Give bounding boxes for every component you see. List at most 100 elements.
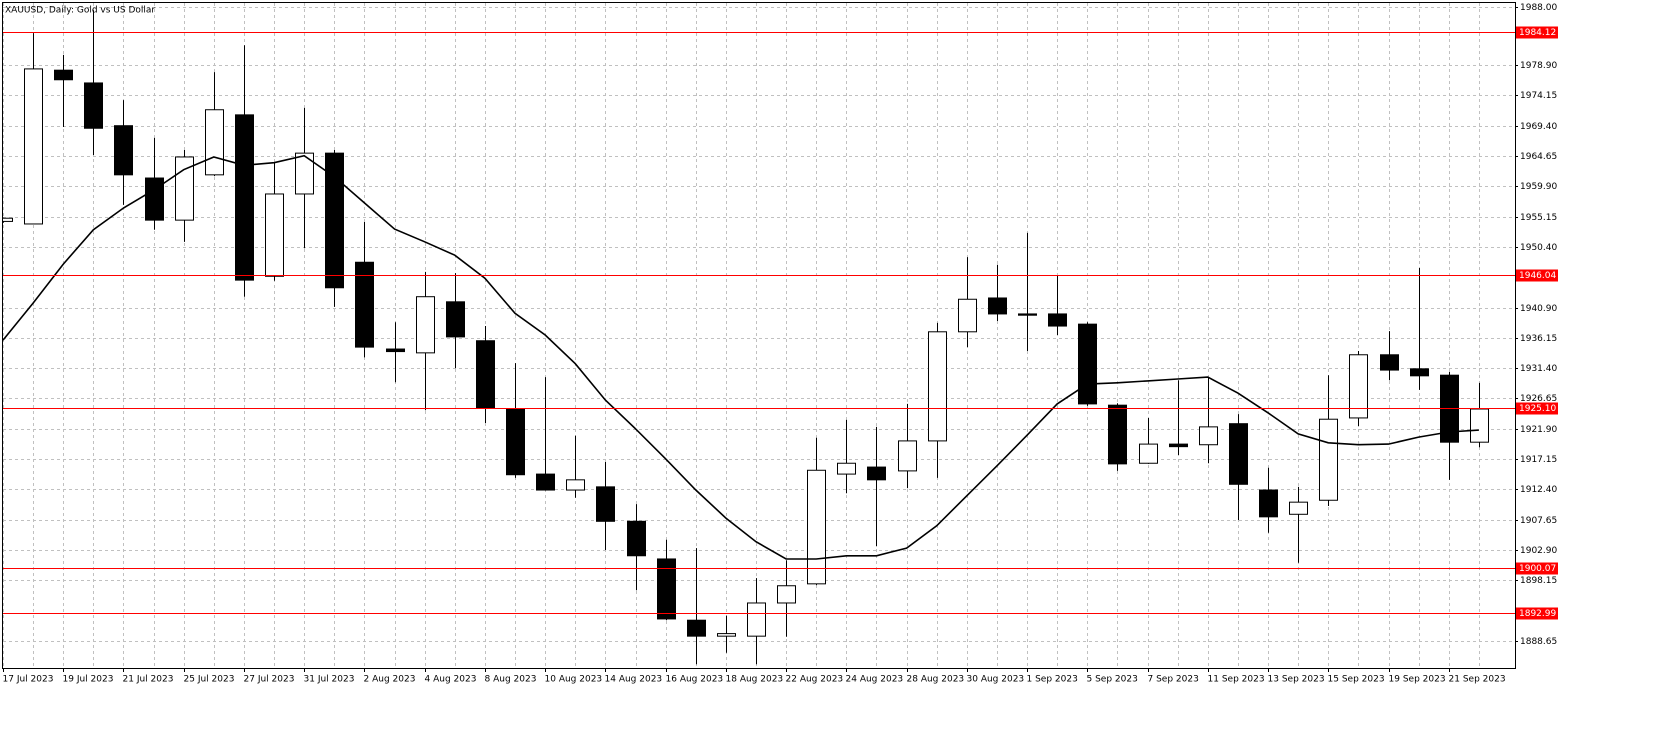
candle-body — [235, 114, 254, 281]
candle-body — [1078, 323, 1097, 405]
y-tick-label: 1959.90 — [1520, 182, 1557, 192]
level-label-box — [1516, 402, 1558, 415]
x-tick-label: 4 Aug 2023 — [425, 675, 477, 685]
x-tick-label: 16 Aug 2023 — [666, 675, 724, 685]
level-label: 1946.04 — [1519, 271, 1556, 281]
y-tick-label: 1936.15 — [1520, 334, 1557, 344]
level-label: 1892.99 — [1519, 609, 1556, 619]
candle-body — [1229, 423, 1248, 485]
y-tick-label: 1907.65 — [1520, 516, 1557, 526]
candle-body — [295, 152, 314, 195]
x-tick-label: 8 Aug 2023 — [485, 675, 537, 685]
x-tick-label: 7 Sep 2023 — [1148, 675, 1199, 685]
level-label-box — [1516, 269, 1558, 282]
candle-body — [807, 469, 826, 585]
candle-body — [747, 602, 766, 637]
y-tick-label: 1902.90 — [1520, 546, 1557, 556]
candle-body — [1380, 354, 1399, 371]
candle-body — [1319, 418, 1338, 501]
level-label: 1900.07 — [1519, 564, 1556, 574]
x-tick-label: 22 Aug 2023 — [786, 675, 844, 685]
x-tick-label: 18 Aug 2023 — [726, 675, 784, 685]
candle-body — [54, 69, 73, 81]
candle-body — [476, 340, 495, 409]
y-tick-label: 1921.90 — [1520, 425, 1557, 435]
candle-body — [928, 331, 947, 442]
x-tick-label: 19 Jul 2023 — [63, 675, 114, 685]
x-tick-label: 19 Sep 2023 — [1389, 675, 1446, 685]
candle-body — [1259, 489, 1278, 518]
x-tick-label: 30 Aug 2023 — [967, 675, 1025, 685]
candle-body — [1169, 443, 1188, 448]
y-tick-label: 1950.40 — [1520, 243, 1557, 253]
candle-body — [1108, 404, 1127, 465]
x-tick-label: 1 Sep 2023 — [1027, 675, 1078, 685]
x-tick-label: 21 Sep 2023 — [1449, 675, 1506, 685]
candle-body — [325, 152, 344, 289]
candle-body — [898, 440, 917, 472]
x-tick-label: 5 Sep 2023 — [1087, 675, 1138, 685]
candle-body — [958, 298, 977, 333]
moving-average — [3, 154, 1479, 560]
candle-body — [386, 348, 405, 353]
grid — [3, 3, 1515, 668]
candle-body — [1289, 501, 1308, 515]
candle-body — [145, 177, 164, 221]
candle-body — [416, 296, 435, 354]
level-label-box — [1516, 607, 1558, 620]
level-label-box — [1516, 562, 1558, 575]
candle-body — [566, 479, 585, 491]
y-tick-label: 1988.00 — [1520, 3, 1557, 13]
x-tick-label: 10 Aug 2023 — [545, 675, 603, 685]
candle-body — [867, 466, 886, 481]
candle-body — [1349, 354, 1368, 419]
candle-body — [627, 520, 646, 557]
candle-body — [355, 261, 374, 348]
x-tick-label: 2 Aug 2023 — [364, 675, 416, 685]
y-tick-label: 1978.90 — [1520, 61, 1557, 71]
y-tick-label: 1917.15 — [1520, 455, 1557, 465]
y-tick-label: 1898.15 — [1520, 576, 1557, 586]
x-tick-label: 27 Jul 2023 — [244, 675, 295, 685]
candle-body — [687, 619, 706, 637]
x-tick-label: 28 Aug 2023 — [907, 675, 965, 685]
y-tick-label: 1912.40 — [1520, 485, 1557, 495]
y-tick-label: 1964.65 — [1520, 152, 1557, 162]
chart-title: XAUUSD, Daily: Gold vs US Dollar — [5, 6, 155, 16]
level-label-box — [1516, 26, 1558, 39]
candle-body — [1470, 408, 1489, 443]
x-tick-label: 31 Jul 2023 — [304, 675, 355, 685]
candle-body — [988, 297, 1007, 315]
candle-body — [24, 68, 43, 225]
y-tick-label: 1931.40 — [1520, 364, 1557, 374]
candle-body — [717, 633, 736, 637]
candle-body — [1139, 443, 1158, 464]
candle-body — [506, 408, 525, 476]
candle-body — [1199, 426, 1218, 446]
candle-body — [596, 486, 615, 522]
x-tick-label: 25 Jul 2023 — [184, 675, 235, 685]
axes: 1988.00 1978.90 1974.15 1969.40 1964.65 1959.… — [3, 3, 1558, 685]
x-tick-label: 13 Sep 2023 — [1268, 675, 1325, 685]
candle-body — [3, 217, 13, 222]
x-tick-label: 15 Sep 2023 — [1328, 675, 1385, 685]
candle-body — [84, 82, 103, 129]
y-tick-label: 1955.15 — [1520, 213, 1557, 223]
level-label: 1925.10 — [1519, 404, 1556, 414]
candle-body — [265, 193, 284, 277]
candle-body — [536, 473, 555, 491]
candle-body — [657, 558, 676, 620]
x-tick-label: 17 Jul 2023 — [3, 675, 54, 685]
plot-area — [3, 10, 1515, 665]
x-tick-label: 21 Jul 2023 — [123, 675, 174, 685]
level-label: 1984.12 — [1519, 28, 1556, 38]
candle-body — [446, 301, 465, 338]
y-tick-label: 1974.15 — [1520, 91, 1557, 101]
candle-body — [777, 585, 796, 604]
candle-body — [837, 462, 856, 475]
y-tick-label: 1940.90 — [1520, 304, 1557, 314]
candle-body — [1410, 368, 1429, 377]
candle-body — [114, 125, 133, 176]
